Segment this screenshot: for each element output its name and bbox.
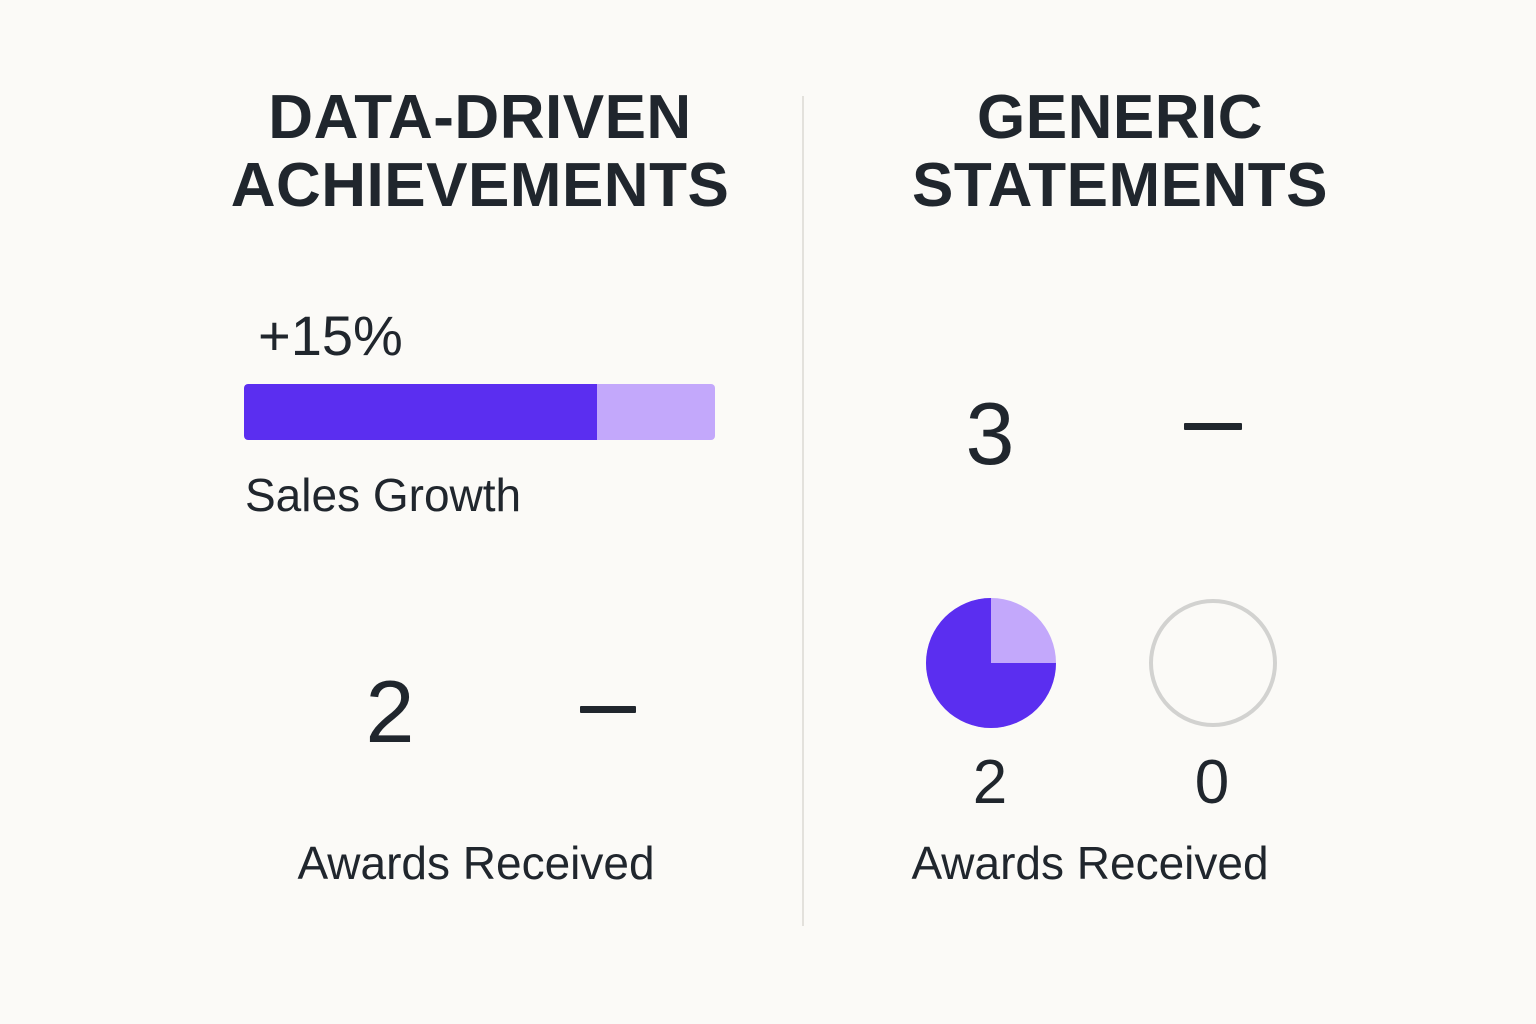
empty-ring-circle <box>1149 599 1277 727</box>
left-heading: DATA-DRIVEN ACHIEVEMENTS <box>200 84 760 220</box>
left-heading-line-1: DATA-DRIVEN <box>268 83 692 152</box>
column-divider <box>802 96 804 926</box>
right-heading-line-2: STATEMENTS <box>911 151 1329 220</box>
right-count-dash: – <box>1184 423 1242 430</box>
pie-slice <box>926 598 1056 728</box>
right-heading: GENERIC STATEMENTS <box>840 84 1400 220</box>
growth-label: Sales Growth <box>245 469 522 521</box>
right-awards-label: Awards Received <box>911 837 1269 889</box>
left-awards-label: Awards Received <box>297 837 655 889</box>
pie-value: 2 <box>972 748 1008 817</box>
empty-value: 0 <box>1194 748 1230 817</box>
growth-value: +15% <box>258 304 403 367</box>
left-heading-line-2: ACHIEVEMENTS <box>230 151 730 220</box>
left-awards-value: 2 <box>365 662 415 761</box>
growth-bar-fill <box>244 384 598 440</box>
empty-ring <box>1149 599 1277 727</box>
left-awards-dash: – <box>580 706 636 713</box>
growth-bar <box>244 384 715 440</box>
right-heading-line-1: GENERIC <box>977 83 1263 152</box>
right-count-value: 3 <box>965 384 1015 483</box>
pie-chart <box>926 598 1056 728</box>
